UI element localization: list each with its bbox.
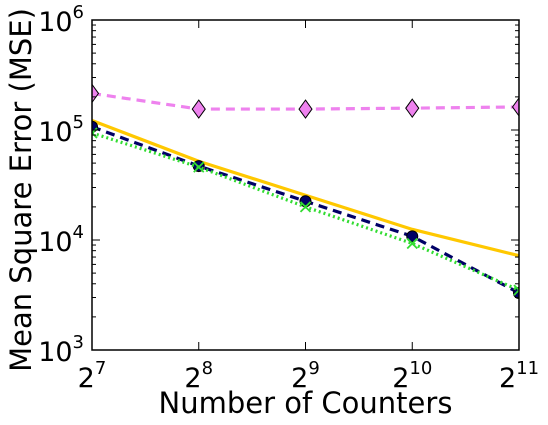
- plot-frame: [91, 19, 520, 351]
- x-tick-labels: 27 28 29 210 211: [78, 358, 539, 394]
- series-3-point-1: [193, 161, 205, 173]
- series-1-line: [92, 119, 519, 258]
- x-tick-label-0: 27: [78, 358, 107, 394]
- y-axis-label: Mean Square Error (MSE): [4, 8, 38, 372]
- series-0: [92, 83, 519, 119]
- tick-marks: [91, 19, 520, 351]
- series-0-point-1: [191, 99, 206, 119]
- series-0-point-4: [511, 97, 519, 117]
- y-tick-labels: 103 104 105 106: [38, 2, 84, 368]
- y-tick-label-3: 106: [38, 2, 84, 38]
- series-2-point-3: [406, 230, 419, 243]
- series-0-point-2: [298, 99, 313, 119]
- x-tick-label-1: 28: [184, 358, 213, 394]
- y-tick-label-1: 104: [38, 222, 84, 258]
- series-3-line: [92, 131, 519, 292]
- series-3-point-4: [513, 284, 519, 296]
- x-tick-label-2: 29: [291, 358, 320, 394]
- series-2: [92, 120, 519, 299]
- y-tick-label-2: 105: [38, 112, 84, 148]
- series-0-point-3: [405, 98, 420, 119]
- series-1: [92, 119, 519, 258]
- series-2-line: [92, 125, 519, 295]
- series-3: [92, 127, 519, 296]
- series-3-point-3: [406, 237, 418, 250]
- y-tick-label-0: 103: [38, 332, 84, 368]
- series-3-point-2: [299, 201, 312, 213]
- x-axis-label: Number of Counters: [159, 386, 453, 420]
- series-0-point-0: [92, 83, 100, 104]
- x-tick-label-3: 210: [392, 358, 432, 394]
- x-tick-label-4: 211: [499, 358, 539, 394]
- plot-area: [92, 83, 519, 299]
